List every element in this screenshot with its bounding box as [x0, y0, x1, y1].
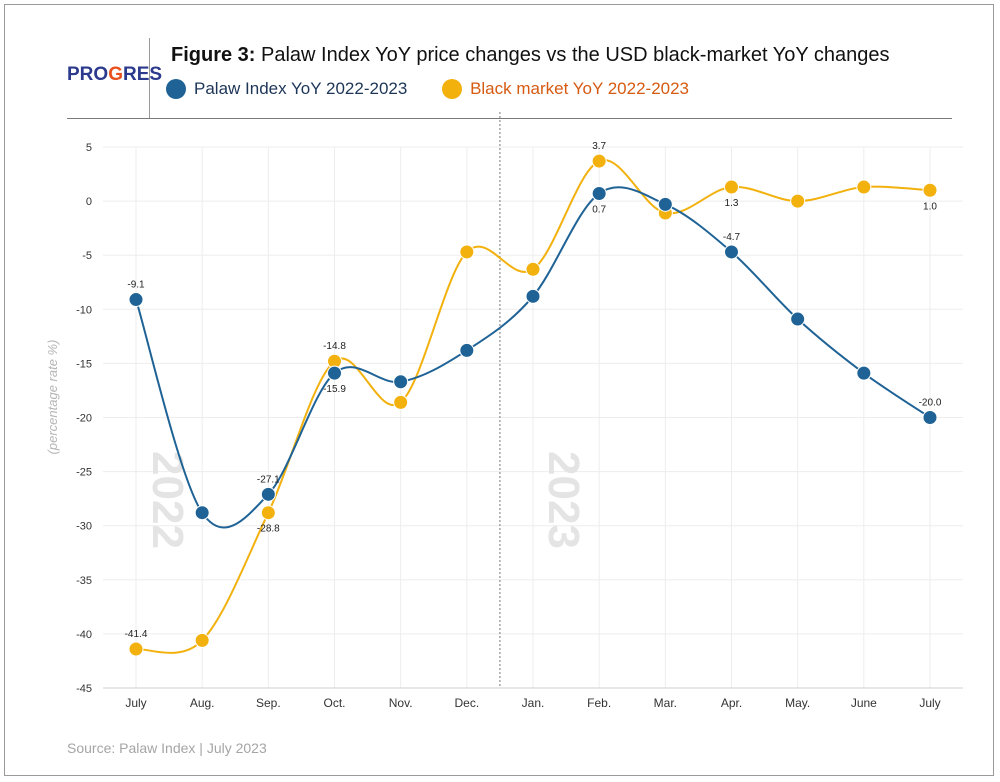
y-tick-label: -45 [76, 683, 92, 695]
y-tick-label: -15 [76, 358, 92, 370]
data-label-black-market: 1.0 [923, 201, 937, 212]
x-tick-label: Dec. [454, 696, 479, 710]
data-label-palaw: -4.7 [723, 232, 741, 243]
header-horizontal-divider [67, 118, 952, 119]
data-point-black-market [922, 182, 938, 198]
x-tick-label: Feb. [587, 696, 611, 710]
x-tick-label: May. [785, 696, 810, 710]
y-axis-title: (percentage rate %) [45, 340, 60, 455]
legend-item-black-market: Black market YoY 2022-2023 [442, 79, 689, 99]
y-tick-label: 0 [86, 196, 92, 208]
legend-item-palaw: Palaw Index YoY 2022-2023 [166, 79, 407, 99]
x-tick-label: Oct. [323, 696, 345, 710]
data-point-black-market [856, 179, 872, 195]
legend-label-black-market: Black market YoY 2022-2023 [470, 79, 690, 98]
data-label-black-market: -14.8 [323, 341, 346, 352]
data-point-palaw [856, 365, 872, 381]
y-tick-label: -35 [76, 575, 92, 587]
data-label-black-market: 1.3 [725, 198, 739, 209]
source-note: Source: Palaw Index | July 2023 [67, 740, 267, 756]
legend-swatch-palaw [166, 79, 186, 99]
data-point-black-market [525, 261, 541, 277]
y-tick-label: -20 [76, 413, 92, 425]
data-label-black-market: -28.8 [257, 524, 280, 535]
data-point-black-market [393, 394, 409, 410]
legend-swatch-black-market [442, 79, 463, 99]
data-label-palaw: -27.1 [257, 474, 280, 485]
data-point-palaw [525, 288, 541, 304]
x-tick-label: Apr. [721, 696, 742, 710]
data-point-palaw [260, 486, 276, 502]
year-watermark-2023: 2023 [539, 451, 588, 549]
data-point-black-market [194, 632, 210, 648]
data-point-palaw [922, 410, 938, 425]
y-tick-label: -25 [76, 467, 92, 479]
data-point-palaw [459, 342, 475, 358]
y-tick-label: -40 [76, 629, 92, 641]
x-tick-label: Jan. [522, 696, 545, 710]
year-watermark-2022: 2022 [143, 451, 192, 549]
data-point-palaw [790, 311, 806, 327]
y-tick-label: -5 [82, 250, 92, 262]
data-point-palaw [128, 292, 144, 308]
data-point-palaw [724, 244, 739, 260]
chart-frame [4, 4, 994, 776]
data-point-black-market [724, 179, 739, 195]
chart-title: Figure 3: Palaw Index YoY price changes … [171, 44, 890, 66]
x-tick-label: Nov. [389, 696, 413, 710]
header-vertical-divider [149, 38, 150, 118]
data-point-black-market [591, 153, 607, 169]
data-label-palaw: -20.0 [919, 398, 942, 409]
y-tick-label: -30 [76, 521, 92, 533]
data-point-palaw [327, 365, 342, 381]
data-label-palaw: -15.9 [323, 384, 346, 395]
data-label-palaw: 0.7 [592, 205, 606, 216]
data-point-palaw [591, 186, 607, 202]
data-point-black-market [790, 193, 806, 209]
x-tick-label: Mar. [654, 696, 677, 710]
x-tick-label: Aug. [190, 696, 215, 710]
series-line-palaw [135, 186, 931, 529]
data-point-palaw [657, 196, 673, 212]
data-point-black-market [260, 505, 276, 521]
x-tick-label: June [851, 696, 877, 710]
data-point-black-market [128, 641, 144, 657]
data-label-black-market: 3.7 [592, 141, 606, 152]
legend-label-palaw: Palaw Index YoY 2022-2023 [194, 79, 408, 98]
y-tick-label: 5 [86, 142, 92, 154]
data-point-black-market [459, 244, 475, 260]
chart-legend: Palaw Index YoY 2022-2023 Black market Y… [166, 79, 719, 104]
progres-logo: PROGRES [67, 64, 163, 85]
data-label-palaw: -9.1 [127, 280, 145, 291]
x-tick-label: July [125, 696, 146, 710]
x-tick-label: Sep. [256, 696, 281, 710]
y-tick-label: -10 [76, 304, 92, 316]
data-point-palaw [194, 505, 210, 521]
x-tick-label: July [919, 696, 940, 710]
data-label-black-market: -41.4 [125, 629, 148, 640]
data-point-palaw [393, 374, 409, 390]
